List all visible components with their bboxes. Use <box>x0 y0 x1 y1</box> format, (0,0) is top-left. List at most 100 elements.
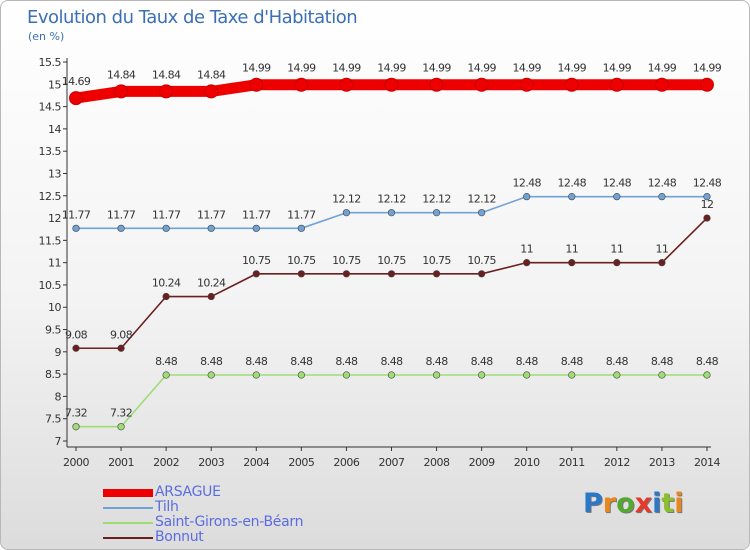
data-point <box>568 193 576 201</box>
x-tick-label: 2006 <box>333 456 359 469</box>
data-point <box>72 423 80 431</box>
y-tick-label: 14 <box>48 123 61 136</box>
brand-letter: i <box>652 488 662 519</box>
data-point <box>429 77 444 92</box>
data-label: 9.08 <box>110 328 133 341</box>
data-label: 11.77 <box>62 208 91 221</box>
data-label: 14.69 <box>62 75 91 88</box>
data-label: 10.75 <box>242 254 271 267</box>
data-label: 14.99 <box>242 62 271 75</box>
brand-letter: r <box>602 488 617 519</box>
data-label: 12.48 <box>558 177 587 190</box>
data-label: 12 <box>701 198 714 211</box>
data-label: 14.99 <box>287 62 316 75</box>
data-label: 11.77 <box>287 208 316 221</box>
chart-title: Evolution du Taux de Taxe d'Habitation <box>27 7 358 28</box>
data-label: 11.77 <box>197 208 226 221</box>
y-tick-label: 8.5 <box>45 368 61 381</box>
data-label: 14.99 <box>558 62 587 75</box>
data-point <box>387 270 396 278</box>
brand-letter: P <box>583 488 603 519</box>
data-point <box>207 371 215 379</box>
data-point <box>297 224 305 232</box>
data-label: 12.48 <box>693 177 722 190</box>
x-tick-label: 2009 <box>469 456 495 469</box>
brand-letter: x <box>634 488 653 519</box>
data-point <box>432 209 441 217</box>
x-tick-label: 2014 <box>694 456 720 469</box>
data-point <box>387 371 396 379</box>
y-tick-label: 11 <box>48 257 61 270</box>
legend-swatch <box>103 489 153 497</box>
data-label: 14.84 <box>197 68 226 81</box>
data-label: 14.99 <box>693 62 722 75</box>
data-label: 9.08 <box>65 328 88 341</box>
data-point <box>159 84 174 99</box>
data-label: 14.99 <box>332 62 361 75</box>
data-label: 14.99 <box>512 62 541 75</box>
data-point <box>252 224 260 232</box>
data-label: 7.32 <box>65 407 87 420</box>
data-point <box>207 292 215 301</box>
y-tick-label: 10.5 <box>39 279 62 292</box>
data-point <box>478 371 486 379</box>
data-label: 11.77 <box>152 208 181 221</box>
data-point <box>72 344 80 352</box>
legend-label: Bonnut <box>155 529 204 545</box>
data-point <box>342 209 351 217</box>
data-label: 8.48 <box>155 355 178 368</box>
data-label: 11.77 <box>107 208 136 221</box>
data-label: 12.12 <box>467 193 496 206</box>
x-tick-label: 2011 <box>559 456 585 469</box>
data-label: 12.12 <box>377 193 406 206</box>
data-point <box>342 371 351 379</box>
y-tick-label: 11.5 <box>39 234 62 247</box>
data-point <box>568 259 576 267</box>
data-point <box>162 224 170 232</box>
data-label: 10.75 <box>332 254 361 267</box>
y-tick-label: 8 <box>55 390 62 403</box>
x-tick-label: 2013 <box>649 456 675 469</box>
data-point <box>294 77 309 92</box>
data-point <box>69 91 83 106</box>
data-label: 12.12 <box>332 193 361 206</box>
data-label: 8.48 <box>606 355 629 368</box>
brand-letter: o <box>616 488 635 519</box>
data-point <box>207 224 215 232</box>
data-label: 10.24 <box>152 277 181 290</box>
x-tick-label: 2008 <box>424 456 450 469</box>
data-label: 12.48 <box>648 177 677 190</box>
data-label: 14.99 <box>422 62 451 75</box>
legend-label: Saint-Girons-en-Béarn <box>155 514 304 530</box>
data-point <box>609 77 624 92</box>
data-point <box>703 214 711 222</box>
data-point <box>204 84 219 99</box>
data-label: 8.48 <box>290 355 313 368</box>
data-point <box>252 270 260 278</box>
data-point <box>387 209 396 217</box>
data-label: 8.48 <box>516 355 539 368</box>
proxiti-logo: Proxiti <box>583 488 684 519</box>
data-point <box>297 270 305 278</box>
data-label: 14.99 <box>467 62 496 75</box>
y-tick-label: 7 <box>55 435 62 448</box>
data-point <box>117 344 125 352</box>
data-point <box>654 77 669 92</box>
data-point <box>703 371 711 379</box>
y-tick-label: 12 <box>48 212 61 225</box>
data-point <box>658 259 666 267</box>
y-tick-label: 13 <box>48 167 61 180</box>
legend-swatch <box>103 537 153 539</box>
data-point <box>478 209 486 217</box>
data-point <box>252 371 260 379</box>
x-tick-label: 2003 <box>198 456 224 469</box>
data-point <box>162 371 170 379</box>
data-label: 14.84 <box>152 68 181 81</box>
data-label: 11 <box>656 243 669 256</box>
y-tick-label: 9.5 <box>45 324 61 337</box>
data-label: 11 <box>610 243 623 256</box>
data-point <box>523 371 531 379</box>
data-point <box>568 371 576 379</box>
